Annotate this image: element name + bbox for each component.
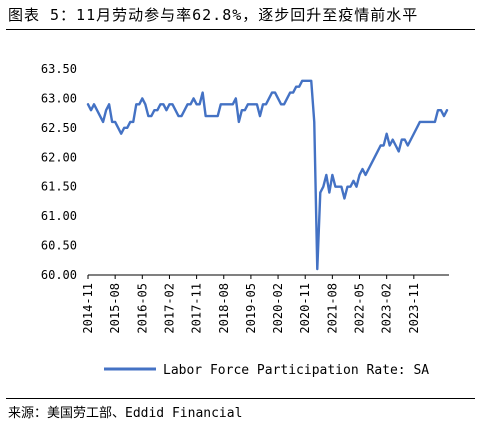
legend: Labor Force Participation Rate: SA: [104, 363, 429, 378]
x-tick-label: 2017-02: [162, 283, 176, 334]
x-axis: 2014-11 2015-08 2016-05 2017-02 2017-11 2018-…: [81, 275, 449, 334]
y-tick-label: 62.50: [41, 121, 77, 135]
x-tick-label: 2018-08: [217, 283, 231, 334]
y-axis: 60.00 60.50 61.00 61.50 62.00 62.50 63.00 63.50: [41, 62, 77, 282]
x-tick-label: 2019-05: [244, 283, 258, 334]
legend-label: Labor Force Participation Rate: SA: [163, 363, 429, 378]
x-tick-label: 2017-11: [190, 283, 204, 334]
x-tick-label: 2015-08: [108, 283, 122, 334]
footer-rule: [6, 398, 475, 399]
y-tick-label: 60.00: [41, 268, 77, 282]
y-tick-label: 62.00: [41, 150, 77, 164]
x-tick-label: 2023-11: [407, 283, 421, 334]
x-tick-label: 2020-11: [298, 283, 312, 334]
x-tick-label: 2014-11: [81, 283, 95, 334]
series-layer: [88, 81, 447, 269]
source-note: 来源：美国劳工部、Eddid Financial: [8, 402, 242, 421]
y-tick-label: 63.00: [41, 91, 77, 105]
series-line: [88, 81, 447, 269]
y-tick-label: 60.50: [41, 239, 77, 253]
x-tick-label: 2021-08: [325, 283, 339, 334]
line-chart: 60.00 60.50 61.00 61.50 62.00 62.50 63.00 63.50…: [0, 0, 481, 398]
y-tick-label: 63.50: [41, 62, 77, 76]
x-tick-label: 2023-02: [380, 283, 394, 334]
x-tick-label: 2016-05: [135, 283, 149, 334]
x-tick-label: 2022-05: [353, 283, 367, 334]
y-tick-label: 61.50: [41, 180, 77, 194]
y-tick-label: 61.00: [41, 209, 77, 223]
x-tick-label: 2020-02: [271, 283, 285, 334]
